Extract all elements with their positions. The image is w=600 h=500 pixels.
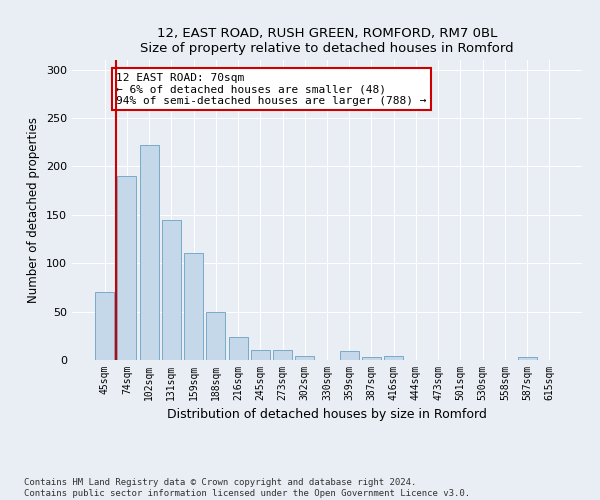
Bar <box>251 350 270 360</box>
Bar <box>295 356 314 360</box>
Text: Contains HM Land Registry data © Crown copyright and database right 2024.
Contai: Contains HM Land Registry data © Crown c… <box>24 478 470 498</box>
Bar <box>95 292 114 360</box>
Bar <box>140 145 158 360</box>
Bar <box>362 357 381 360</box>
Bar <box>184 252 203 360</box>
Bar <box>518 357 536 360</box>
Bar <box>162 220 181 360</box>
Y-axis label: Number of detached properties: Number of detached properties <box>28 117 40 303</box>
X-axis label: Distribution of detached houses by size in Romford: Distribution of detached houses by size … <box>167 408 487 422</box>
Bar <box>384 356 403 360</box>
Bar <box>229 337 248 360</box>
Text: 12 EAST ROAD: 70sqm
← 6% of detached houses are smaller (48)
94% of semi-detache: 12 EAST ROAD: 70sqm ← 6% of detached hou… <box>116 72 427 106</box>
Title: 12, EAST ROAD, RUSH GREEN, ROMFORD, RM7 0BL
Size of property relative to detache: 12, EAST ROAD, RUSH GREEN, ROMFORD, RM7 … <box>140 26 514 54</box>
Bar <box>206 312 225 360</box>
Bar <box>273 350 292 360</box>
Bar <box>118 176 136 360</box>
Bar <box>340 352 359 360</box>
